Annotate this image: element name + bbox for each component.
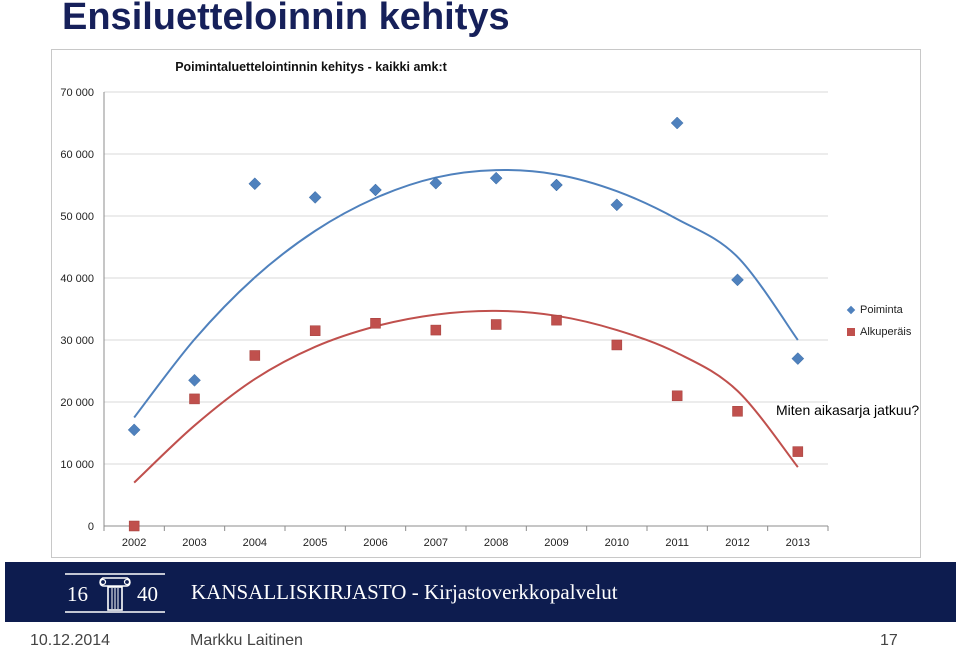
data-point-alkuperais — [430, 324, 442, 336]
x-tick-label: 2008 — [484, 537, 508, 549]
legend-marker-poiminta — [846, 305, 856, 315]
logo-year-left: 16 — [67, 582, 88, 606]
data-point-alkuperais — [792, 446, 804, 457]
logo-column-icon — [65, 573, 165, 613]
y-tick-label: 70 000 — [60, 87, 94, 99]
data-point-alkuperais — [189, 393, 200, 405]
footer-banner: 16 40 KANSALLISKIRJASTO - Kirjastoverkko… — [5, 562, 956, 622]
data-point-poiminta — [188, 373, 201, 387]
x-tick-label: 2004 — [243, 537, 267, 549]
y-tick-label: 60 000 — [60, 149, 94, 161]
data-point-poiminta — [127, 423, 141, 437]
data-point-alkuperais — [490, 319, 502, 330]
data-point-poiminta — [610, 198, 624, 212]
chart-frame — [51, 49, 921, 558]
data-point-alkuperais — [611, 339, 623, 351]
y-tick-label: 20 000 — [60, 397, 94, 409]
legend-item-poiminta: Poiminta — [846, 299, 911, 321]
banner-organization: KANSALLISKIRJASTO - Kirjastoverkkopalvel… — [191, 580, 618, 604]
footer-page-number: 17 — [880, 632, 898, 649]
legend-label-poiminta: Poiminta — [860, 304, 903, 316]
trendline-alkuperais — [133, 309, 799, 484]
data-point-poiminta — [731, 273, 744, 287]
data-point-alkuperais — [551, 314, 562, 326]
x-tick-label: 2006 — [363, 537, 387, 549]
y-tick-label: 10 000 — [60, 459, 94, 471]
legend-label-alkuperais: Alkuperäis — [860, 326, 912, 338]
x-tick-label: 2009 — [544, 537, 568, 549]
data-point-alkuperais — [249, 350, 261, 361]
kansalliskirjasto-logo: 16 40 — [63, 570, 167, 614]
chart-legend: Poiminta Alkuperäis — [846, 299, 911, 343]
data-point-poiminta — [369, 183, 382, 197]
trendline-poiminta — [133, 169, 799, 419]
data-point-alkuperais — [732, 406, 743, 417]
x-tick-label: 2010 — [605, 537, 629, 549]
footer-author: Markku Laitinen — [190, 632, 303, 649]
data-point-alkuperais — [671, 390, 683, 402]
data-point-alkuperais — [370, 318, 381, 329]
data-point-alkuperais — [128, 520, 140, 532]
y-tick-label: 0 — [88, 521, 94, 533]
slide-title: Ensiluetteloinnin kehitys — [62, 0, 510, 38]
legend-marker-alkuperais — [847, 328, 855, 336]
chart-plot: 0 10 000 20 000 30 000 40 000 50 000 60 000 70 … — [60, 87, 829, 549]
x-tick-label: 2005 — [303, 537, 327, 549]
data-point-alkuperais — [309, 325, 321, 336]
x-tick-label: 2007 — [424, 537, 448, 549]
footer-date: 10.12.2014 — [30, 632, 111, 649]
data-point-poiminta — [429, 176, 443, 190]
y-tick-label: 30 000 — [60, 335, 94, 347]
data-point-poiminta — [550, 178, 563, 192]
legend-item-alkuperais: Alkuperäis — [847, 321, 911, 343]
x-tick-label: 2002 — [122, 537, 146, 549]
y-tick-label: 40 000 — [60, 273, 94, 285]
data-point-poiminta — [791, 352, 805, 365]
data-point-poiminta — [489, 171, 503, 185]
data-point-poiminta — [670, 116, 684, 130]
data-point-poiminta — [248, 177, 262, 191]
chart-title: Poimintaluettelointinnin kehitys - kaikk… — [175, 60, 447, 74]
x-tick-label: 2013 — [786, 537, 810, 549]
annotation-note: Miten aikasarja jatkuu? — [776, 402, 920, 418]
x-tick-label: 2003 — [182, 537, 206, 549]
data-point-poiminta — [308, 191, 322, 204]
y-tick-label: 50 000 — [60, 211, 94, 223]
x-tick-label: 2012 — [725, 537, 749, 549]
x-tick-label: 2011 — [665, 537, 689, 549]
logo-year-right: 40 — [137, 582, 158, 606]
